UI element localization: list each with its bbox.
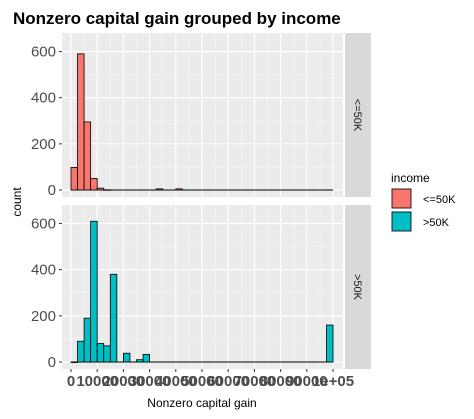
histogram-bar (90, 178, 98, 191)
y-axis-title: count (10, 187, 24, 217)
facet-panel-1: 0 200 400 600 <=50K (31, 33, 371, 199)
histogram-bar (70, 361, 78, 363)
x-tick-label: 1e+05 (312, 373, 354, 390)
histogram-bar (90, 220, 98, 363)
histogram-bar (70, 166, 78, 191)
x-tick-label: 0 (67, 373, 75, 390)
histogram-bar (175, 188, 183, 191)
facet-panels: 0 200 400 600 <=50K 0 200 400 600 >50K (31, 33, 371, 371)
histogram-bar (109, 273, 118, 363)
legend: income <=50K >50K (391, 171, 456, 232)
x-tick-label: 30000 (129, 373, 171, 390)
histogram-bar (326, 324, 334, 363)
legend-item-label: <=50K (423, 194, 456, 206)
histogram-bar (103, 189, 111, 191)
histogram-bar (96, 187, 105, 191)
legend-key-swatch (391, 211, 412, 232)
x-tick-label: 70000 (234, 373, 276, 390)
facet-strip-label: <=50K (351, 99, 363, 132)
x-tick-label: 40000 (155, 373, 197, 390)
y-tick-label: 200 (31, 308, 56, 325)
x-tick-label: 80000 (260, 373, 302, 390)
histogram-bar (136, 359, 144, 363)
legend-item-label: >50K (423, 217, 450, 229)
facet-strip (345, 205, 371, 369)
x-axis-title: Nonzero capital gain (147, 396, 256, 410)
histogram-bar (123, 352, 131, 363)
histogram-bar (155, 188, 164, 191)
histogram-bar (77, 340, 85, 363)
y-tick-label: 400 (31, 90, 56, 107)
facet-panel-2: 0 200 400 600 >50K (31, 205, 371, 371)
histogram-bar (103, 345, 111, 363)
histogram-bar (77, 53, 85, 191)
x-tick-label: 50000 (181, 373, 223, 390)
x-tick-label: 10000 (76, 373, 118, 390)
y-tick-label: 200 (31, 136, 56, 153)
y-tick-label: 0 (48, 354, 56, 371)
x-tick-label: 60000 (207, 373, 249, 390)
y-tick-label: 600 (31, 44, 56, 61)
legend-key-swatch (391, 188, 412, 209)
histogram-bar (83, 317, 92, 363)
x-tick-label: 90000 (286, 373, 328, 390)
y-tick-label: 0 (48, 182, 56, 199)
y-tick-label: 400 (31, 262, 56, 279)
histogram-bar (142, 353, 151, 363)
histogram-bar (96, 343, 105, 363)
x-axis: 0 100002000030000400005000060000700008000… (67, 369, 354, 390)
chart-title: Nonzero capital gain grouped by income (13, 9, 341, 28)
x-tick-label: 20000 (103, 373, 145, 390)
facet-strip (345, 33, 371, 197)
legend-title: income (391, 171, 430, 185)
facet-strip-label: >50K (351, 274, 363, 301)
histogram-bar (83, 121, 92, 191)
y-tick-label: 600 (31, 216, 56, 233)
